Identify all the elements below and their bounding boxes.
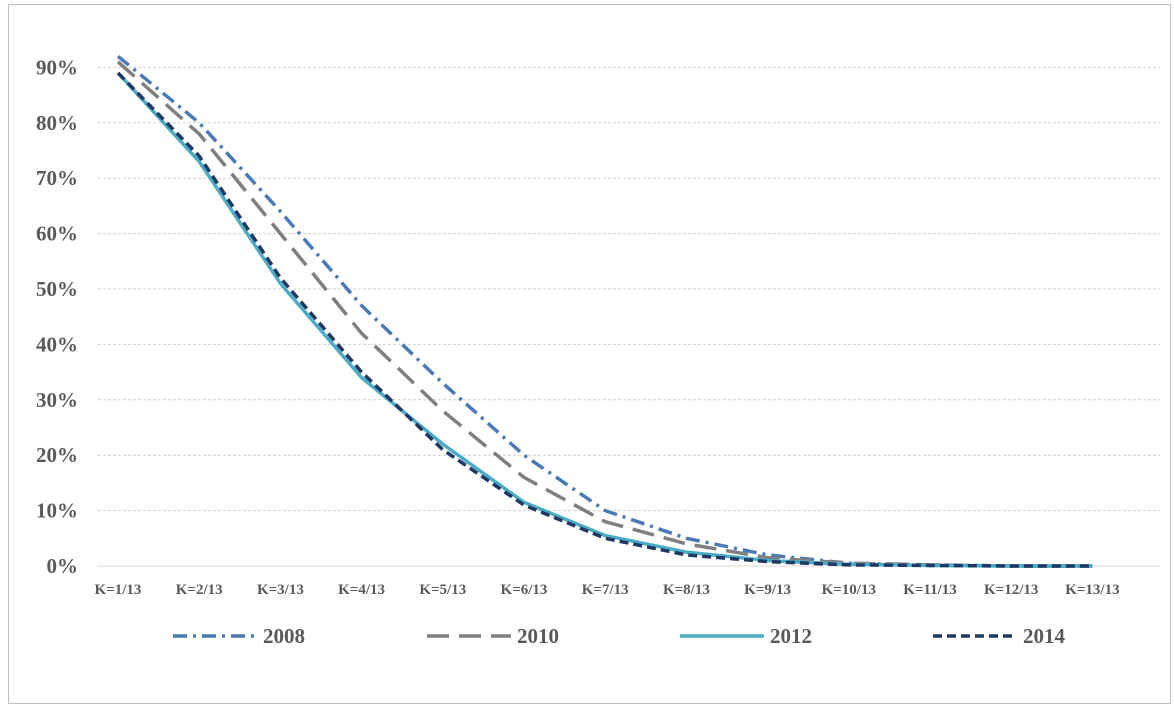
y-tick-label: 10% bbox=[36, 499, 78, 523]
x-tick-label: K=13/13 bbox=[1065, 582, 1119, 598]
x-tick-label: K=10/13 bbox=[822, 582, 876, 598]
x-tick-label: K=2/13 bbox=[176, 582, 223, 598]
chart-frame bbox=[8, 4, 1171, 704]
x-tick-label: K=6/13 bbox=[501, 582, 548, 598]
gridlines bbox=[98, 66, 1160, 512]
line-chart: 0% 10% 20% 30% 40% 50% 60% 70% 80% 90% K=1/13 K=2/… bbox=[36, 54, 1160, 648]
legend-label: 2014 bbox=[1023, 624, 1066, 648]
y-tick-label: 40% bbox=[36, 332, 78, 356]
x-tick-label: K=11/13 bbox=[903, 582, 957, 598]
series-line-2014 bbox=[116, 71, 1093, 568]
series-line-2008 bbox=[116, 54, 1093, 568]
y-tick-label: 20% bbox=[36, 443, 78, 467]
x-tick-label: K=8/13 bbox=[663, 582, 710, 598]
y-axis-ticks: 0% 10% 20% 30% 40% 50% 60% 70% 80% 90% bbox=[36, 55, 78, 578]
y-tick-label: 30% bbox=[36, 388, 78, 412]
y-tick-label: 0% bbox=[47, 554, 79, 578]
y-tick-label: 90% bbox=[36, 55, 78, 79]
x-tick-label: K=5/13 bbox=[419, 582, 466, 598]
x-tick-label: K=7/13 bbox=[582, 582, 629, 598]
x-tick-label: K=9/13 bbox=[744, 582, 791, 598]
x-tick-label: K=4/13 bbox=[338, 582, 385, 598]
series-lines bbox=[116, 54, 1093, 568]
legend-label: 2008 bbox=[263, 624, 305, 648]
x-tick-label: K=1/13 bbox=[95, 582, 142, 598]
y-tick-label: 70% bbox=[36, 166, 78, 190]
x-tick-label: K=3/13 bbox=[257, 582, 304, 598]
y-tick-label: 60% bbox=[36, 222, 78, 246]
series-line-2010 bbox=[116, 60, 1093, 568]
y-tick-label: 50% bbox=[36, 277, 78, 301]
legend-label: 2010 bbox=[517, 624, 559, 648]
legend: 2008 2010 2012 2014 bbox=[173, 624, 1066, 648]
series-line-2012 bbox=[116, 71, 1093, 568]
legend-label: 2012 bbox=[770, 624, 812, 648]
x-tick-label: K=12/13 bbox=[984, 582, 1038, 598]
y-tick-label: 80% bbox=[36, 111, 78, 135]
x-axis-ticks: K=1/13 K=2/13 K=3/13 K=4/13 K=5/13 K=6/13 K=7/… bbox=[95, 582, 1120, 598]
